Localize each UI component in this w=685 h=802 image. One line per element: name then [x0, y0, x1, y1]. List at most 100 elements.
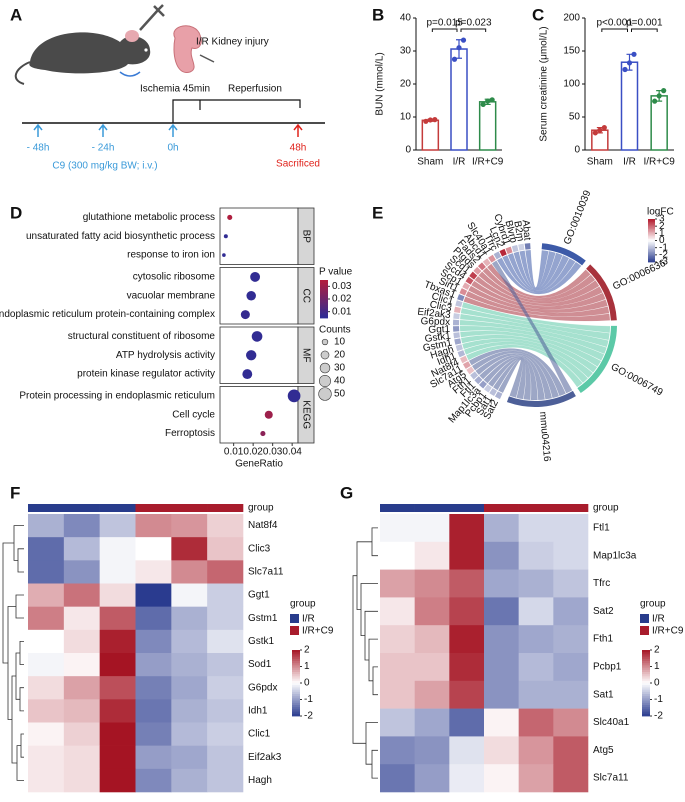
group-bar	[553, 504, 589, 512]
row-label: Sod1	[248, 659, 272, 670]
cell	[99, 699, 136, 723]
cell	[553, 680, 589, 709]
cell	[380, 764, 415, 793]
facet-strip	[297, 267, 315, 325]
cell	[484, 764, 519, 793]
cell	[484, 625, 519, 654]
colorbar-step	[648, 257, 655, 260]
colorbar-step	[642, 707, 650, 710]
colorbar-step	[320, 305, 328, 307]
term-label: vacuolar membrane	[127, 290, 216, 301]
facet-strip	[297, 207, 315, 265]
colorbar-step	[642, 669, 650, 673]
term-label: protein kinase regulator activity	[77, 369, 215, 380]
facet-box	[219, 207, 299, 265]
cell	[63, 583, 100, 607]
term-label: unsaturated fatty acid biosynthetic proc…	[26, 231, 215, 242]
cell	[449, 541, 485, 570]
point	[480, 101, 486, 108]
chord-ribbon	[502, 255, 576, 293]
colorbar-step	[320, 292, 328, 295]
colorbar-step	[292, 650, 300, 653]
panel-letter: E	[372, 203, 383, 222]
colorbar-step	[292, 707, 300, 710]
colorbar-step	[648, 250, 655, 253]
cell	[484, 597, 519, 626]
colorbar-step	[642, 663, 650, 666]
gene-arc	[518, 243, 525, 251]
legend-swatch	[290, 626, 299, 635]
cell	[99, 514, 136, 538]
dot	[264, 410, 273, 419]
colorbar-step	[648, 246, 655, 249]
cell	[99, 653, 136, 677]
cell	[449, 680, 485, 709]
cell	[449, 597, 485, 626]
row-label: Clic1	[248, 729, 271, 740]
panel-letter: C	[532, 5, 544, 24]
cell	[207, 676, 244, 700]
significance-bracket	[631, 28, 658, 32]
kidney	[173, 25, 202, 73]
colorbar-step	[292, 661, 300, 664]
colorbar-step	[292, 698, 300, 701]
cell	[171, 629, 208, 654]
colorbar-label: -1	[654, 694, 663, 705]
dot	[240, 310, 250, 320]
chord-ribbon	[513, 251, 563, 290]
group-bar	[518, 504, 554, 512]
chord-ribbon	[474, 276, 603, 307]
colorbar-step	[320, 309, 328, 311]
colorbar-step	[320, 304, 328, 306]
legend-label: I/R+C9	[302, 626, 334, 637]
cell	[553, 541, 589, 570]
gene-arc	[453, 313, 460, 320]
point	[597, 127, 603, 133]
cell	[414, 625, 450, 654]
cell	[28, 653, 65, 677]
gene-arc	[505, 246, 513, 255]
facet-box	[219, 386, 299, 444]
row-label: Pcbp1	[593, 662, 622, 673]
colorbar-label: -2	[304, 711, 313, 722]
colorbar-step	[320, 280, 328, 282]
colorbar-label: -2	[654, 711, 663, 722]
colorbar-step	[648, 231, 655, 234]
y-tick-label: 20	[400, 79, 412, 90]
colorbar-step	[320, 300, 328, 302]
colorbar-step	[642, 661, 650, 664]
cell	[63, 514, 100, 538]
colorbar-step	[320, 310, 328, 313]
term-label: cytosolic ribosome	[133, 272, 216, 283]
colorbar-step	[320, 295, 328, 297]
y-axis-label: Serum creatinine (μmol/L)	[539, 26, 550, 141]
y-tick-label: 200	[563, 13, 580, 24]
colorbar-step	[648, 240, 655, 243]
size-key	[319, 375, 331, 387]
colorbar-step	[648, 247, 655, 250]
chord-ribbon	[519, 250, 556, 289]
chord-ribbon	[460, 308, 610, 341]
chord-ribbon	[460, 334, 598, 373]
colorbar-step	[642, 654, 650, 657]
dot	[227, 214, 233, 220]
row-label: Sat2	[593, 606, 614, 617]
colorbar-step	[292, 711, 300, 715]
dot	[287, 389, 301, 403]
gene-label: Ggt1	[428, 324, 451, 336]
chord-ribbon	[465, 291, 610, 317]
gene-label: B2m	[511, 220, 525, 242]
cell	[484, 653, 519, 682]
cell	[135, 514, 172, 538]
group-bar	[484, 504, 519, 512]
cell	[99, 537, 136, 561]
term-label: Cell cycle	[172, 409, 215, 420]
gene-label: Abat	[520, 219, 533, 241]
colorbar-step	[292, 652, 300, 655]
colorbar-step	[642, 700, 650, 704]
cell	[28, 514, 65, 538]
cell	[553, 653, 589, 682]
cell	[553, 514, 589, 543]
colorbar-label: 1	[304, 661, 310, 672]
